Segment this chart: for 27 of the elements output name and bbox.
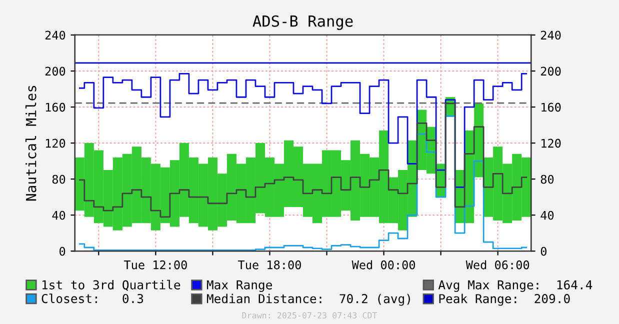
legend-label: Max Range bbox=[206, 280, 272, 292]
y-tick-label: 240 bbox=[45, 30, 66, 40]
y-tick-label: 160 bbox=[46, 102, 66, 112]
y2-tick-label: 80 bbox=[540, 174, 554, 184]
legend-label: 1st to 3rd Quartile bbox=[42, 280, 180, 291]
text: Drawn: 2025-07-23 07:43 CDT bbox=[242, 312, 378, 318]
legend-label: Median Distance: 70.2 (avg) bbox=[206, 294, 410, 306]
y2-tick-label: 160 bbox=[542, 102, 561, 112]
legend-label: Avg Max Range: 164.4 bbox=[438, 280, 592, 292]
y-tick-label: 200 bbox=[45, 66, 66, 76]
x-tick-label: Tue 18:00 bbox=[238, 260, 301, 270]
y-tick-label: 40 bbox=[52, 210, 66, 220]
x-tick-label: Tue 12:00 bbox=[124, 260, 187, 270]
y2-tick-label: 120 bbox=[542, 138, 561, 148]
y-axis-title: Nautical Miles bbox=[25, 86, 36, 201]
y2-tick-label: 0 bbox=[540, 246, 546, 256]
legend-label: Closest: 0.3 bbox=[42, 294, 144, 304]
y2-tick-label: 200 bbox=[541, 66, 561, 76]
legend-label: Peak Range: 209.0 bbox=[439, 294, 570, 306]
y2-tick-label: 240 bbox=[541, 30, 561, 40]
x-tick-label: Wed 06:00 bbox=[466, 260, 530, 270]
chart-title: ADS-B Range bbox=[252, 15, 353, 30]
y-tick-label: 80 bbox=[52, 174, 66, 184]
y2-tick-label: 40 bbox=[540, 210, 554, 220]
y-tick-label: 120 bbox=[46, 138, 66, 148]
y-tick-label: 0 bbox=[60, 246, 66, 256]
x-tick-label: Wed 00:00 bbox=[352, 260, 416, 270]
